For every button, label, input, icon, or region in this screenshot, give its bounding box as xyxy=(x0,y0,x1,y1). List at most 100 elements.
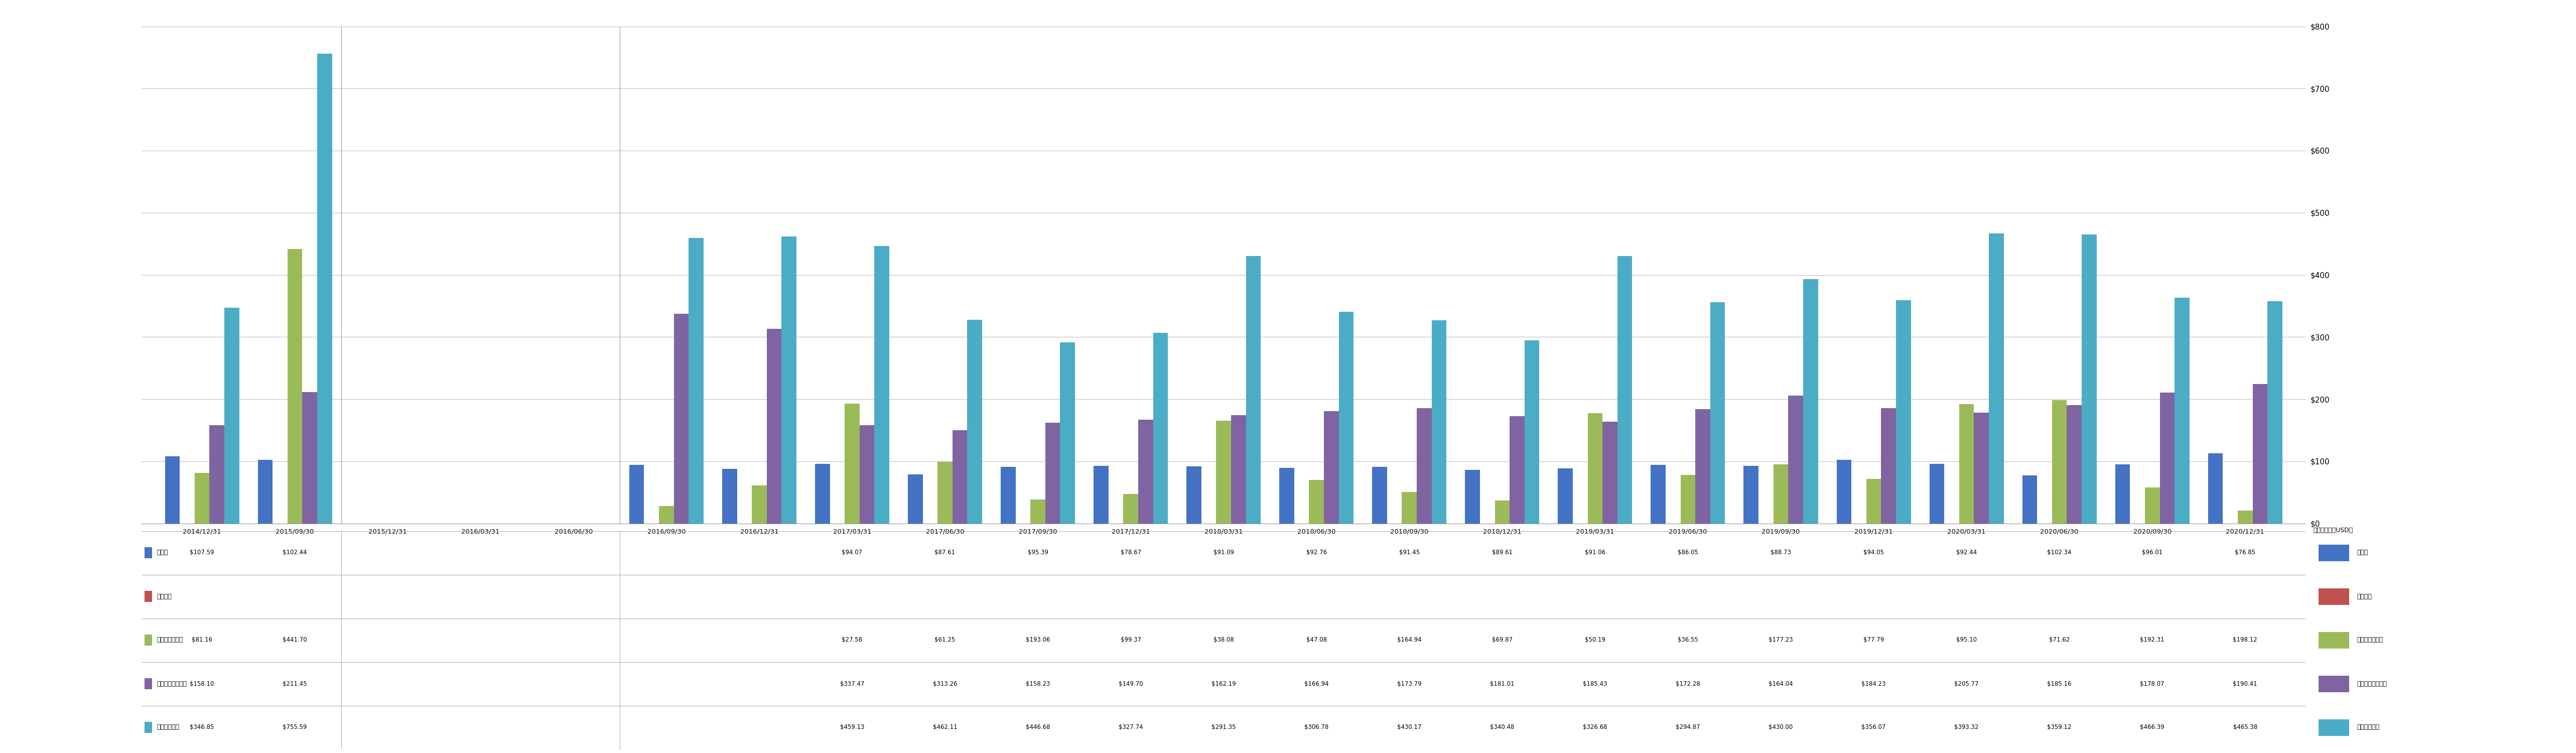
Bar xyxy=(1803,279,1819,523)
Text: $441.70: $441.70 xyxy=(283,637,307,643)
Text: $337.47: $337.47 xyxy=(840,681,866,687)
Bar xyxy=(2146,487,2159,523)
Text: $77.79: $77.79 xyxy=(1862,637,1883,643)
Bar xyxy=(1929,464,1945,523)
Text: $166.94: $166.94 xyxy=(1303,681,1329,687)
Bar xyxy=(1247,256,1260,523)
Bar xyxy=(1896,300,1911,523)
Bar xyxy=(2267,301,2282,523)
Text: $313.26: $313.26 xyxy=(933,681,958,687)
Bar xyxy=(144,591,152,602)
Text: $91.09: $91.09 xyxy=(1213,550,1234,556)
Text: $466.39: $466.39 xyxy=(2141,724,2164,730)
Bar xyxy=(1417,408,1432,523)
Text: （単位：百万USD）: （単位：百万USD） xyxy=(2313,527,2352,534)
Text: 流動負債合計: 流動負債合計 xyxy=(2357,724,2380,730)
Bar xyxy=(2174,297,2190,523)
Bar xyxy=(2208,453,2223,523)
Bar xyxy=(2239,511,2251,523)
Text: $359.12: $359.12 xyxy=(2048,724,2071,730)
Text: $87.61: $87.61 xyxy=(935,550,956,556)
Text: $164.04: $164.04 xyxy=(1770,681,1793,687)
Bar xyxy=(1432,320,1448,523)
Text: $91.06: $91.06 xyxy=(1584,550,1605,556)
Text: $459.13: $459.13 xyxy=(840,724,866,730)
Text: $164.94: $164.94 xyxy=(1396,637,1422,643)
Bar xyxy=(1695,409,1710,523)
Text: 短期有利子負債: 短期有利子負債 xyxy=(157,637,183,643)
Text: $205.77: $205.77 xyxy=(1955,681,1978,687)
Text: $78.67: $78.67 xyxy=(1121,550,1141,556)
Bar xyxy=(1324,411,1340,523)
Bar xyxy=(1095,465,1108,523)
Text: $76.85: $76.85 xyxy=(2236,550,2257,556)
Text: $102.34: $102.34 xyxy=(2048,550,2071,556)
Bar xyxy=(1280,468,1293,523)
Text: $96.01: $96.01 xyxy=(2143,550,2164,556)
Text: $178.07: $178.07 xyxy=(2141,681,2164,687)
Text: 買掛金: 買掛金 xyxy=(157,550,167,556)
Text: $356.07: $356.07 xyxy=(1862,724,1886,730)
Text: $91.45: $91.45 xyxy=(1399,550,1419,556)
Bar xyxy=(1602,422,1618,523)
Bar xyxy=(1123,494,1139,523)
Bar xyxy=(781,236,796,523)
Text: 流動負債合計: 流動負債合計 xyxy=(157,724,180,730)
Text: $181.01: $181.01 xyxy=(1489,681,1515,687)
Text: $190.41: $190.41 xyxy=(2233,681,2257,687)
Bar xyxy=(1340,312,1352,523)
Bar xyxy=(1510,416,1525,523)
Bar xyxy=(675,314,688,523)
Bar xyxy=(860,425,873,523)
Text: その他の流動負債: その他の流動負債 xyxy=(157,681,185,687)
Text: $184.23: $184.23 xyxy=(1862,681,1886,687)
Text: $89.61: $89.61 xyxy=(1492,550,1512,556)
Bar xyxy=(317,54,332,523)
Text: $291.35: $291.35 xyxy=(1211,724,1236,730)
Text: $102.44: $102.44 xyxy=(283,550,307,556)
Bar xyxy=(1680,475,1695,523)
Bar xyxy=(1880,408,1896,523)
Text: $192.31: $192.31 xyxy=(2141,637,2164,643)
Text: $38.08: $38.08 xyxy=(1213,637,1234,643)
Text: $95.10: $95.10 xyxy=(1955,637,1976,643)
Bar xyxy=(907,474,922,523)
Bar xyxy=(144,635,152,645)
Bar xyxy=(144,678,152,689)
Bar xyxy=(289,249,301,523)
Text: $47.08: $47.08 xyxy=(1306,637,1327,643)
Text: $158.10: $158.10 xyxy=(191,681,214,687)
Text: $755.59: $755.59 xyxy=(283,724,307,730)
Text: $306.78: $306.78 xyxy=(1303,724,1329,730)
Text: $36.55: $36.55 xyxy=(1677,637,1698,643)
Bar xyxy=(1837,460,1852,523)
Text: $95.39: $95.39 xyxy=(1028,550,1048,556)
Bar xyxy=(629,465,644,523)
Text: $430.00: $430.00 xyxy=(1770,724,1793,730)
Bar xyxy=(144,547,152,558)
Text: $294.87: $294.87 xyxy=(1677,724,1700,730)
Bar xyxy=(1154,333,1167,523)
Text: $193.06: $193.06 xyxy=(1025,637,1051,643)
Bar xyxy=(1618,256,1633,523)
Text: $211.45: $211.45 xyxy=(283,681,307,687)
Text: $327.74: $327.74 xyxy=(1118,724,1144,730)
Bar xyxy=(144,722,152,733)
Text: $462.11: $462.11 xyxy=(933,724,958,730)
Text: $158.23: $158.23 xyxy=(1025,681,1051,687)
Text: $149.70: $149.70 xyxy=(1118,681,1144,687)
Text: $27.58: $27.58 xyxy=(842,637,863,643)
Bar xyxy=(2251,384,2267,523)
Bar xyxy=(752,485,768,523)
Bar xyxy=(2053,401,2066,523)
Bar xyxy=(1525,340,1540,523)
Bar xyxy=(1744,466,1759,523)
Text: $71.62: $71.62 xyxy=(2048,637,2069,643)
Bar xyxy=(1960,404,1973,523)
Bar xyxy=(1587,413,1602,523)
Bar xyxy=(165,456,180,523)
Bar xyxy=(999,467,1015,523)
Bar xyxy=(1231,416,1247,523)
Bar xyxy=(1046,422,1061,523)
Bar xyxy=(1309,480,1324,523)
